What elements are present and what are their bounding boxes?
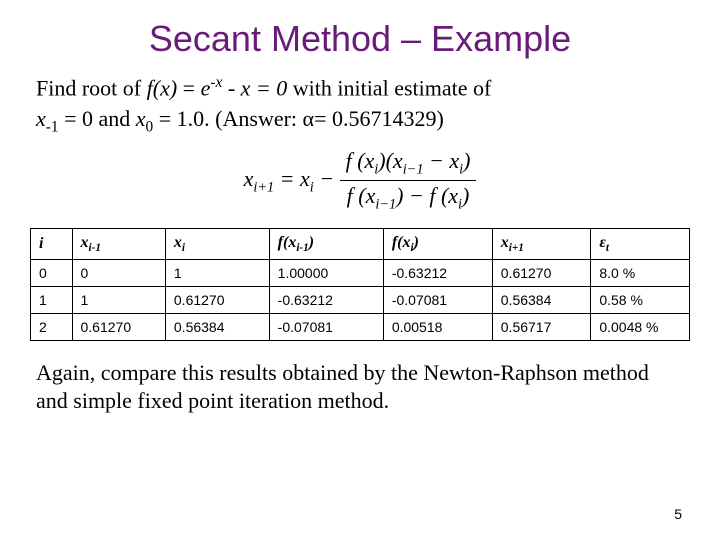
den-a-sub: i−1 [375, 197, 396, 213]
th-fxi-post: ) [414, 234, 419, 251]
page-number: 5 [674, 506, 682, 522]
cell: -0.63212 [269, 287, 383, 314]
th-xi-1: xi-1 [72, 228, 165, 259]
cell: -0.07081 [383, 287, 492, 314]
th-xi1: xi+1 [492, 228, 591, 259]
cell: 0.61270 [492, 260, 591, 287]
th-i: i [31, 228, 73, 259]
cell: 1 [165, 260, 269, 287]
th-fxi-1-sub: i-1 [296, 242, 308, 254]
table-body: 0 0 1 1.00000 -0.63212 0.61270 8.0 % 1 1… [31, 260, 690, 341]
cell: 0.58 % [591, 287, 690, 314]
th-eps: εt [591, 228, 690, 259]
func-lhs: f(x) [147, 75, 178, 100]
den-c: ) [462, 183, 469, 208]
formula-eq: = x [274, 166, 310, 191]
closing-text: Again, compare this results obtained by … [30, 359, 690, 414]
problem-text: Find root of [36, 75, 147, 100]
func-tail: - x = 0 [222, 75, 287, 100]
den-b: ) − f (x [396, 183, 458, 208]
cell: 8.0 % [591, 260, 690, 287]
th-xi1-pre: x [501, 234, 509, 251]
num-b-sub: i−1 [403, 161, 424, 177]
cell: -0.07081 [269, 314, 383, 341]
cell: 2 [31, 314, 73, 341]
th-xi-1-pre: x [81, 234, 89, 251]
problem-post: with initial estimate of [287, 75, 491, 100]
problem-statement: Find root of f(x) = e-x - x = 0 with ini… [30, 72, 690, 138]
cell: 0.61270 [165, 287, 269, 314]
cell: 0.00518 [383, 314, 492, 341]
formula-numerator: f (xi)(xi−1 − xi) [340, 148, 477, 181]
e-exp: -x [210, 74, 222, 91]
alpha-val: α= 0.56714329 [303, 106, 437, 131]
x0: x [136, 106, 146, 131]
e-base: e [201, 75, 211, 100]
th-fxi: f(xi) [383, 228, 492, 259]
eq-sign: = [177, 75, 200, 100]
x0-val: = 1.0 [153, 106, 204, 131]
cell: 0 [31, 260, 73, 287]
slide-title: Secant Method – Example [30, 18, 690, 60]
th-xi-pre: x [174, 234, 182, 251]
formula-denominator: f (xi−1) − f (xi) [340, 181, 477, 213]
iteration-table: i xi-1 xi f(xi-1) f(xi) xi+1 εt 0 0 1 1.… [30, 228, 690, 341]
x-neg1-val: = 0 [59, 106, 93, 131]
th-xi1-sub: i+1 [509, 242, 524, 254]
table-row: 2 0.61270 0.56384 -0.07081 0.00518 0.567… [31, 314, 690, 341]
th-xi: xi [165, 228, 269, 259]
cell: 0.0048 % [591, 314, 690, 341]
cell: 0.56384 [165, 314, 269, 341]
th-fxi-pre: f(x [392, 234, 411, 251]
formula-minus: − [314, 166, 340, 191]
th-fxi-1-post: ) [309, 234, 314, 251]
cell: 0.61270 [72, 314, 165, 341]
num-c: − x [423, 148, 459, 173]
num-d: ) [463, 148, 470, 173]
secant-formula: xi+1 = xi − f (xi)(xi−1 − xi)f (xi−1) − … [30, 148, 690, 214]
table-row: 1 1 0.61270 -0.63212 -0.07081 0.56384 0.… [31, 287, 690, 314]
cell: 1 [31, 287, 73, 314]
x-neg1: x [36, 106, 46, 131]
table-row: 0 0 1 1.00000 -0.63212 0.61270 8.0 % [31, 260, 690, 287]
formula-lhs-sub: i+1 [253, 179, 274, 195]
cell: 1 [72, 287, 165, 314]
cell: 1.00000 [269, 260, 383, 287]
cell: 0.56384 [492, 287, 591, 314]
cell: -0.63212 [383, 260, 492, 287]
den-a: f (x [347, 183, 376, 208]
th-fxi-1: f(xi-1) [269, 228, 383, 259]
answer-pre: . (Answer: [204, 106, 302, 131]
cell: 0 [72, 260, 165, 287]
x-neg1-sub: -1 [46, 119, 59, 136]
cell: 0.56717 [492, 314, 591, 341]
num-b: )(x [378, 148, 402, 173]
th-xi-1-sub: i-1 [89, 242, 101, 254]
and-text: and [93, 106, 136, 131]
answer-post: ) [436, 106, 443, 131]
th-eps-sub: t [606, 242, 609, 254]
formula-fraction: f (xi)(xi−1 − xi)f (xi−1) − f (xi) [340, 148, 477, 214]
th-xi-sub: i [182, 242, 185, 254]
th-fxi-1-pre: f(x [278, 234, 297, 251]
formula-lhs: x [244, 166, 254, 191]
num-a: f (x [346, 148, 375, 173]
table-header-row: i xi-1 xi f(xi-1) f(xi) xi+1 εt [31, 228, 690, 259]
